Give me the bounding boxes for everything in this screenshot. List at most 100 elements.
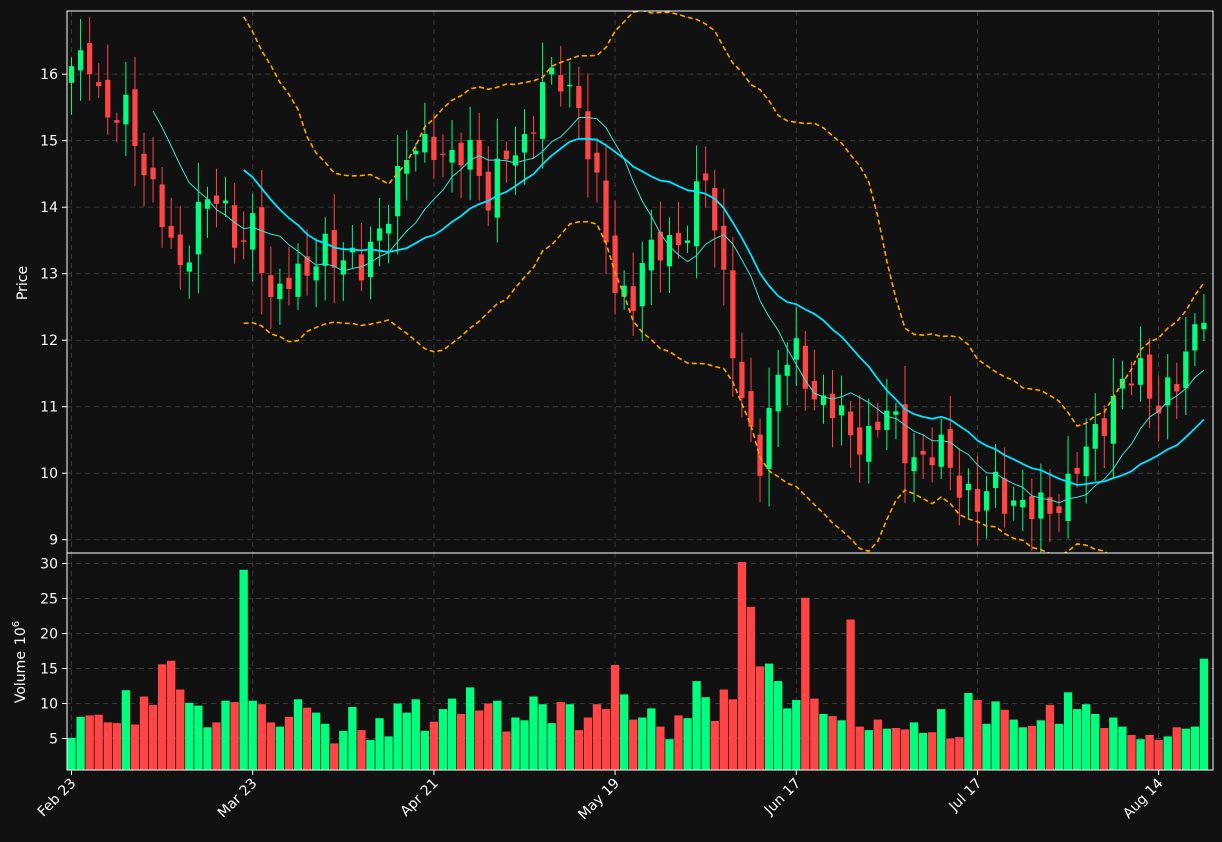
candle-down <box>603 180 609 243</box>
volume-bar <box>1172 727 1181 770</box>
volume-bar <box>710 721 719 770</box>
volume-bar <box>783 708 792 770</box>
price-axis-title: Price <box>15 266 31 300</box>
volume-bar <box>964 693 973 770</box>
candle-down <box>150 167 156 180</box>
candle-up <box>367 241 374 278</box>
volume-bar <box>502 731 511 770</box>
candle-down <box>1056 506 1062 514</box>
volume-bar <box>601 709 611 770</box>
volume-bar <box>610 665 620 770</box>
volume-bar <box>284 716 294 770</box>
price-grid <box>67 11 1213 553</box>
candle-up <box>1092 423 1098 449</box>
volume-bar <box>520 720 529 770</box>
volume-bar <box>1199 658 1209 770</box>
candle-up <box>838 405 845 416</box>
candle-down <box>1029 495 1035 520</box>
volume-bar <box>393 703 402 770</box>
candle-down <box>802 345 808 389</box>
lower-band-line <box>243 220 1108 553</box>
candle-up <box>186 262 192 272</box>
candle-down <box>1156 405 1162 414</box>
volume-bar <box>837 720 846 770</box>
candle-down <box>721 225 727 270</box>
candle-up <box>539 82 546 139</box>
volume-bar <box>891 728 901 770</box>
volume-tick-label: 30 <box>40 557 58 573</box>
volume-bar <box>810 698 819 770</box>
volume-bar <box>1000 709 1009 770</box>
volume-bar <box>1136 739 1145 770</box>
candle-up <box>1020 499 1026 508</box>
candle-up <box>340 260 346 275</box>
candle-down <box>657 231 664 261</box>
volume-bar <box>76 716 85 770</box>
candle-down <box>503 150 510 160</box>
volume-bar <box>67 737 76 770</box>
volume-bar <box>420 730 430 770</box>
volume-bar <box>266 722 276 770</box>
candle-down <box>576 85 582 109</box>
candle-up <box>621 285 627 297</box>
volume-bar <box>755 666 765 770</box>
candle-down <box>757 434 763 476</box>
candle-up <box>549 67 555 75</box>
volume-bar <box>547 723 556 770</box>
volume-bar <box>1100 728 1109 770</box>
candle-up <box>77 50 84 71</box>
candle-up <box>68 66 75 83</box>
volume-bar <box>629 719 638 770</box>
volume-bar <box>946 738 955 770</box>
candle-up <box>404 159 410 174</box>
volume-bar <box>873 719 882 770</box>
volume-bar <box>230 702 239 770</box>
volume-bar <box>103 722 112 770</box>
candle-up <box>784 364 790 376</box>
candle-down <box>141 153 147 176</box>
volume-bar <box>819 714 828 770</box>
price-tick-label: 15 <box>40 134 58 150</box>
volume-bar <box>828 716 837 770</box>
candle-down <box>96 82 102 87</box>
candle-up <box>1083 446 1089 477</box>
volume-bar <box>973 700 982 770</box>
price-tick-label: 14 <box>40 200 58 216</box>
volume-bar <box>148 704 158 770</box>
volume-bar <box>1163 736 1172 770</box>
price-y-axis: 9 10 11 12 13 14 15 16 <box>40 67 67 549</box>
candle-up <box>866 425 872 462</box>
volume-bar <box>139 696 149 770</box>
volume-bar <box>583 717 593 770</box>
volume-bar <box>792 700 801 770</box>
volume-bar <box>592 704 602 770</box>
volume-bar <box>556 702 565 770</box>
candle-down <box>304 256 310 276</box>
candle-down <box>286 277 292 289</box>
price-tick-label: 13 <box>40 267 58 283</box>
volume-bar <box>94 714 103 770</box>
candle-down <box>1174 384 1180 392</box>
candle-down <box>177 234 183 266</box>
candle-down <box>105 79 111 118</box>
candle-down <box>1074 467 1080 474</box>
candle-up <box>693 181 700 247</box>
volume-axis-title: Volume 106 <box>11 621 29 703</box>
volume-bar <box>683 718 692 770</box>
volume-axis-title-exponent: 6 <box>11 621 22 627</box>
volume-bar <box>402 712 411 770</box>
volume-bars <box>67 562 1209 770</box>
candle-up <box>467 140 473 170</box>
volume-bar <box>257 704 266 770</box>
candle-up <box>775 374 781 412</box>
volume-bar <box>855 726 864 770</box>
candle-up <box>322 233 328 266</box>
candle-down <box>594 152 600 173</box>
candle-down <box>739 361 745 399</box>
candle-down <box>259 207 265 274</box>
price-tick-label: 11 <box>40 400 58 416</box>
candle-down <box>857 427 863 455</box>
candle-up <box>376 228 383 241</box>
candle-up <box>1183 351 1189 389</box>
volume-bar <box>194 705 203 770</box>
